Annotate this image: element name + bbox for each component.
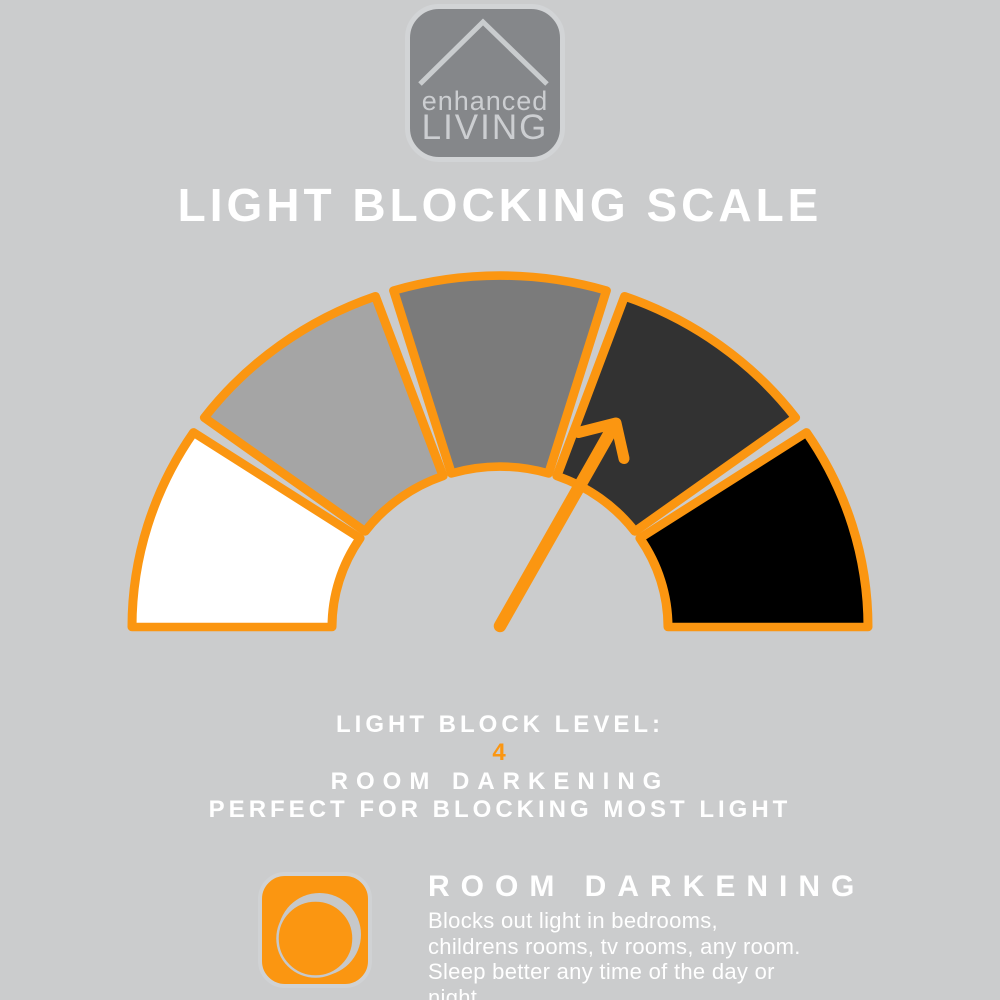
gauge-segment-2 (199, 291, 448, 536)
light-block-level-name: ROOM DARKENING (330, 768, 670, 795)
room-darkening-icon (258, 872, 372, 988)
light-block-level-tagline: PERFECT FOR BLOCKING MOST LIGHT (208, 796, 792, 823)
gauge-needle-arrowhead (573, 417, 630, 464)
gauge-needle (493, 422, 619, 633)
house-roof-icon (418, 18, 549, 86)
enhanced-living-logo: enhanced LIVING (405, 4, 565, 162)
footer-line: night. (428, 984, 484, 1000)
gauge-segment-5 (635, 428, 873, 632)
footer-description: Blocks out light in bedrooms, childrens … (428, 908, 801, 1000)
footer-line: childrens rooms, tv rooms, any room. (428, 933, 801, 959)
footer-heading: ROOM DARKENING (428, 870, 866, 903)
footer-line: Sleep better any time of the day or (428, 959, 775, 984)
gauge-segment-1 (127, 428, 365, 632)
light-block-level-value: 4 (492, 739, 508, 766)
logo-text-enhanced: enhanced (421, 86, 549, 116)
page-title: LIGHT BLOCKING SCALE (177, 179, 823, 231)
footer-line: Blocks out light in bedrooms, (428, 908, 718, 933)
moon-shadow-disc (276, 899, 355, 978)
logo-text-living: LIVING (421, 108, 549, 147)
light-block-level-label: LIGHT BLOCK LEVEL: (336, 711, 664, 738)
gauge-segment-3 (389, 271, 611, 478)
